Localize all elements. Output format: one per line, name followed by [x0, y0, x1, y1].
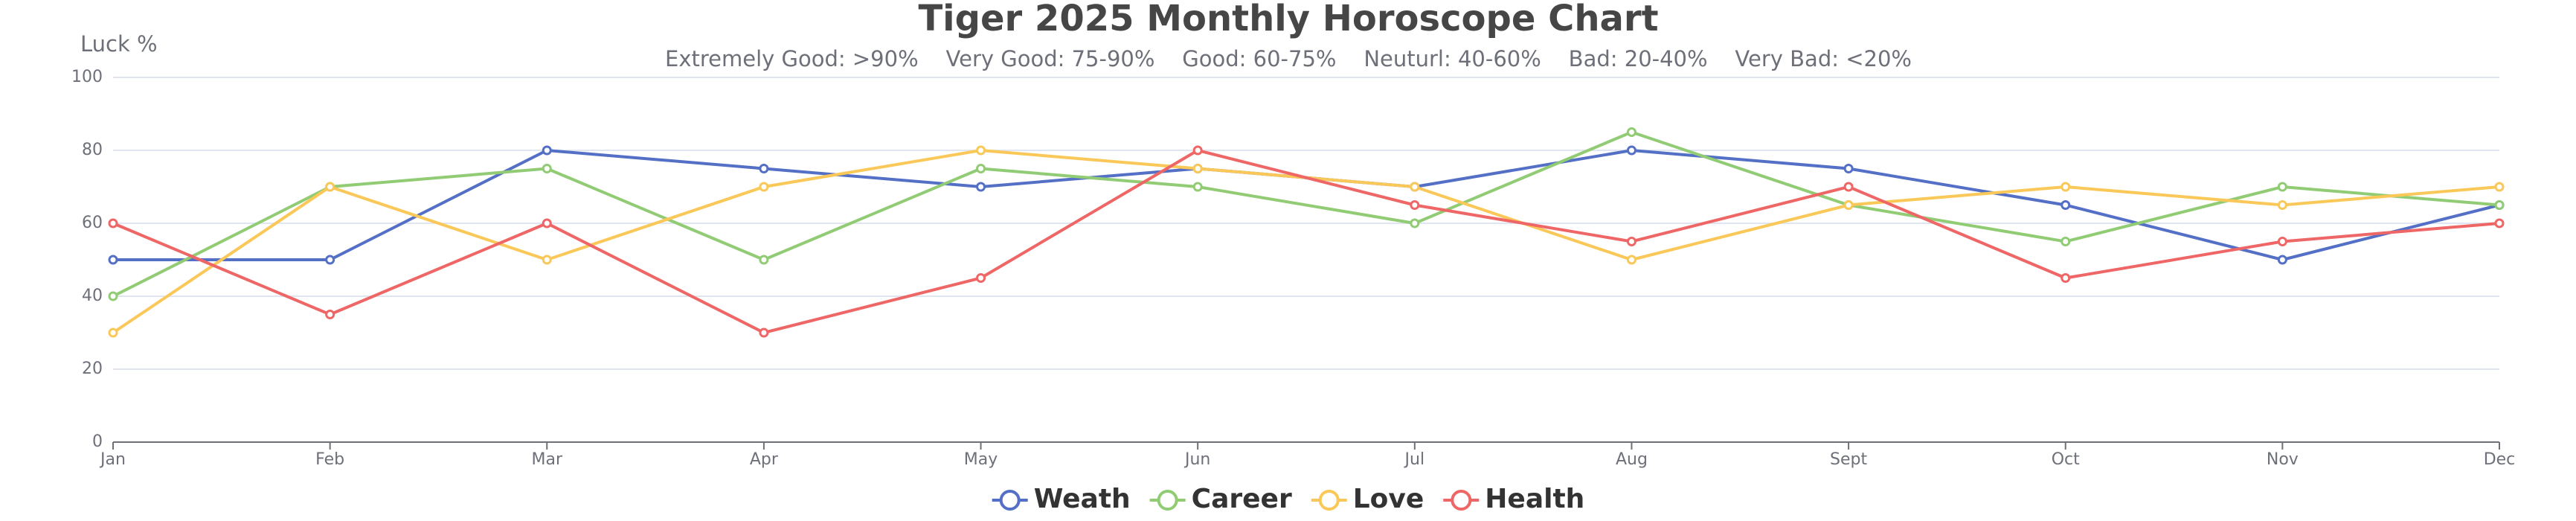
- data-point: [108, 218, 118, 228]
- data-point: [2277, 200, 2287, 210]
- data-point: [976, 182, 986, 192]
- y-tick-label: 80: [82, 141, 103, 159]
- data-point: [759, 182, 769, 192]
- data-point: [108, 327, 118, 338]
- data-point: [1410, 200, 1420, 210]
- x-tick-label: Oct: [2052, 450, 2080, 469]
- data-point: [2061, 273, 2071, 283]
- y-tick-label: 60: [82, 214, 103, 232]
- legend-label: Career: [1192, 484, 1292, 514]
- y-axis-label: Luck %: [80, 31, 158, 57]
- data-point: [325, 255, 335, 265]
- data-point: [759, 255, 769, 265]
- x-tick-label: Jul: [1404, 450, 1425, 469]
- data-point: [2494, 218, 2505, 228]
- data-point: [108, 255, 118, 265]
- x-tick-label: Dec: [2484, 450, 2516, 469]
- data-point: [1626, 237, 1637, 246]
- data-point: [1410, 218, 1420, 228]
- data-point: [1843, 164, 1854, 173]
- x-tick-label: Nov: [2267, 450, 2299, 469]
- data-point: [542, 255, 552, 265]
- x-tick-label: Jan: [99, 450, 126, 469]
- data-point: [2061, 182, 2071, 192]
- data-point: [1192, 145, 1203, 156]
- y-tick-label: 100: [71, 68, 103, 86]
- data-point: [1410, 182, 1420, 192]
- series-line: [112, 148, 2500, 335]
- data-point: [2277, 255, 2287, 265]
- x-tick-label: May: [964, 450, 998, 469]
- data-point: [1192, 164, 1203, 173]
- data-point: [542, 164, 552, 173]
- data-point: [542, 218, 552, 228]
- x-tick-label: Feb: [315, 450, 344, 469]
- legend-marker: [1318, 490, 1340, 511]
- data-point: [1192, 182, 1203, 192]
- data-point: [976, 273, 986, 283]
- chart-subtitle: Extremely Good: >90% Very Good: 75-90% G…: [665, 46, 1912, 71]
- data-point: [542, 145, 552, 156]
- data-point: [108, 291, 118, 301]
- y-tick-label: 20: [82, 359, 103, 378]
- x-tick-label: Mar: [532, 450, 563, 469]
- data-point: [1843, 200, 1854, 210]
- x-tick-label: Apr: [750, 450, 779, 469]
- data-point: [2494, 182, 2505, 192]
- legend-label: Health: [1485, 484, 1584, 514]
- data-point: [2061, 237, 2071, 246]
- data-point: [759, 327, 769, 338]
- chart-title: Tiger 2025 Monthly Horoscope Chart: [918, 0, 1658, 39]
- data-point: [2494, 200, 2505, 210]
- legend-label: Weath: [1034, 484, 1131, 514]
- data-point: [325, 182, 335, 192]
- data-point: [325, 310, 335, 319]
- data-point: [2061, 200, 2071, 210]
- x-tick-label: Sept: [1830, 450, 1867, 469]
- series-line: [112, 130, 2500, 298]
- legend-label: Love: [1353, 484, 1424, 514]
- data-point: [1626, 255, 1637, 265]
- data-point: [976, 145, 986, 156]
- legend-marker: [999, 490, 1021, 511]
- data-point: [2277, 182, 2287, 192]
- data-point: [1843, 182, 1854, 192]
- data-point: [1626, 127, 1637, 137]
- y-tick-label: 0: [92, 432, 103, 451]
- data-point: [759, 164, 769, 173]
- data-point: [2277, 237, 2287, 246]
- x-tick-label: Jun: [1183, 450, 1210, 469]
- legend-marker: [1451, 490, 1472, 511]
- data-point: [976, 164, 986, 173]
- legend: Weath Career Love Health: [992, 484, 1584, 514]
- data-point: [1626, 145, 1637, 156]
- y-tick-label: 40: [82, 287, 103, 305]
- legend-marker: [1157, 490, 1178, 511]
- x-tick-label: Aug: [1616, 450, 1648, 469]
